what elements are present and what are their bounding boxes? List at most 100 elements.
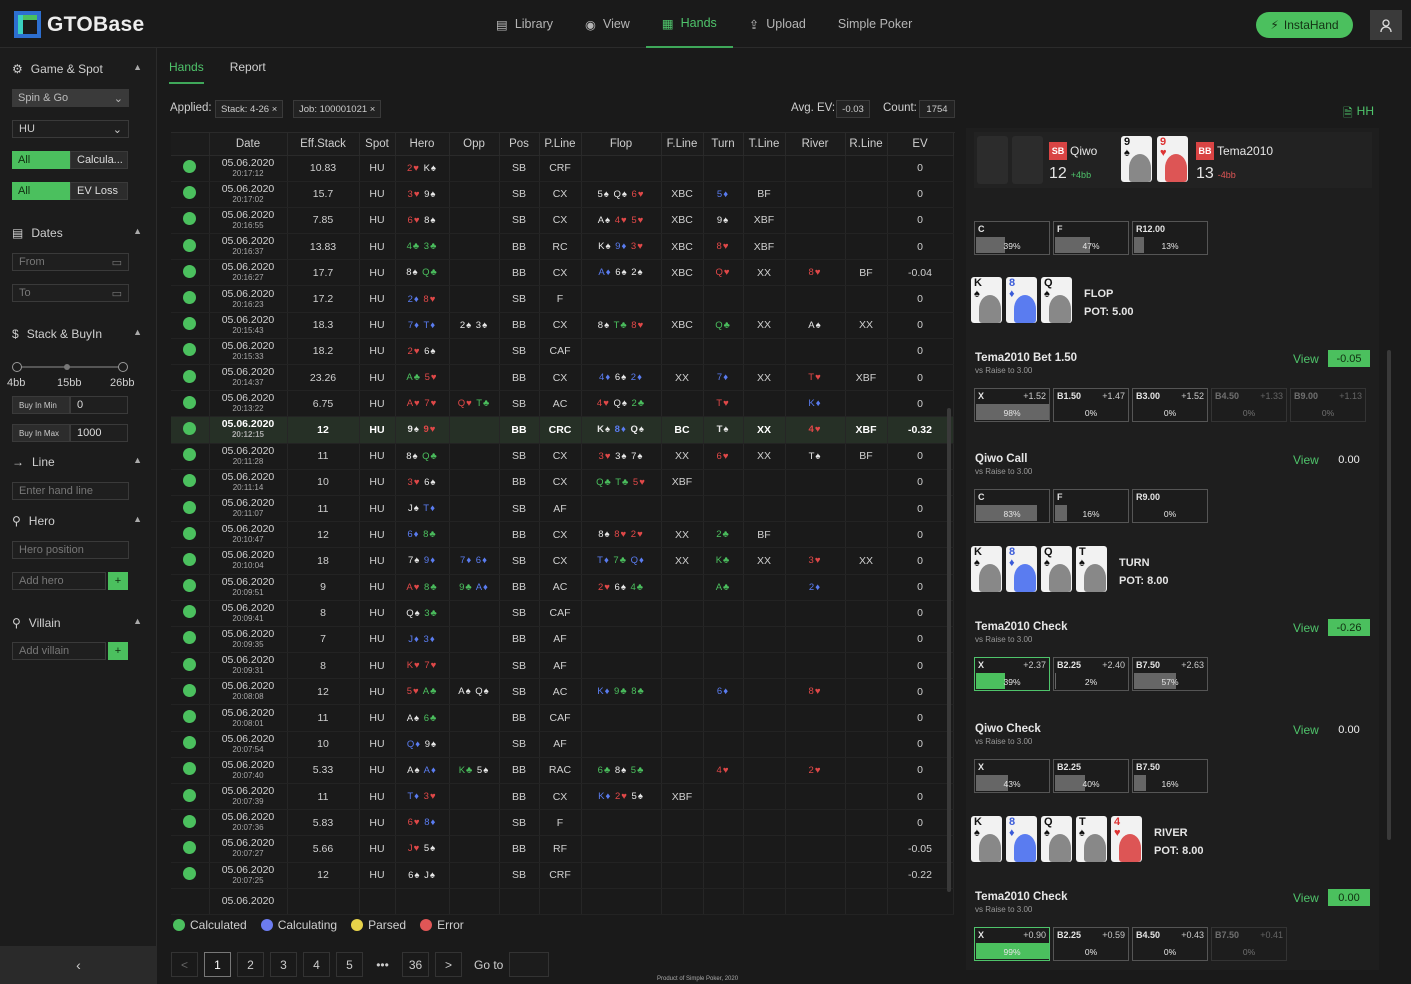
action-option[interactable]: B1.50 +1.47 0% bbox=[1053, 388, 1129, 422]
col-header[interactable]: River bbox=[785, 133, 846, 156]
nav-upload[interactable]: ⇪ Upload bbox=[733, 0, 822, 48]
status-all-toggle[interactable]: All bbox=[12, 151, 70, 169]
page-button[interactable]: 4 bbox=[303, 952, 330, 977]
action-option[interactable]: B7.50 +0.41 0% bbox=[1211, 927, 1287, 961]
action-option[interactable]: X +1.52 98% bbox=[974, 388, 1050, 422]
action-option[interactable]: B4.50 +1.33 0% bbox=[1211, 388, 1287, 422]
collapse-sidebar-button[interactable]: ‹ bbox=[0, 946, 157, 984]
table-scrollbar[interactable] bbox=[947, 408, 951, 892]
col-header[interactable]: Opp bbox=[449, 133, 500, 156]
prev-page-button[interactable]: < bbox=[171, 952, 198, 977]
section-villain[interactable]: ⚲ Villain ▲ bbox=[12, 616, 142, 630]
format-select[interactable]: HU ⌄ bbox=[12, 120, 129, 138]
ev-loss-toggle[interactable]: EV Loss bbox=[70, 182, 128, 200]
view-link[interactable]: View bbox=[1293, 621, 1319, 635]
action-option[interactable]: B2.25 +2.40 2% bbox=[1053, 657, 1129, 691]
hh-button[interactable]: 🗎 HH bbox=[1343, 104, 1374, 125]
nav-view[interactable]: ◉ View bbox=[569, 0, 646, 48]
page-button[interactable]: 3 bbox=[270, 952, 297, 977]
date-from-input[interactable]: From ▭ bbox=[12, 253, 129, 271]
tab-report[interactable]: Report bbox=[229, 60, 266, 74]
action-option[interactable]: B9.00 +1.13 0% bbox=[1290, 388, 1366, 422]
add-villain-button[interactable]: + bbox=[108, 642, 128, 660]
col-header[interactable]: T.Line bbox=[743, 133, 786, 156]
date-to-input[interactable]: To ▭ bbox=[12, 284, 129, 302]
filter-chip-job[interactable]: Job: 100001021 × bbox=[293, 100, 382, 118]
view-link[interactable]: View bbox=[1293, 453, 1319, 467]
action-option[interactable]: B2.25 40% bbox=[1053, 759, 1129, 793]
table-row[interactable]: 05.06.2020 bbox=[171, 888, 954, 915]
col-header[interactable]: EV bbox=[887, 133, 954, 156]
nav-hands[interactable]: ▦ Hands bbox=[645, 0, 733, 48]
slider-max-handle[interactable] bbox=[118, 362, 128, 372]
user-menu-button[interactable] bbox=[1370, 10, 1402, 40]
page-button[interactable]: 36 bbox=[402, 952, 429, 977]
instahand-button[interactable]: ⚡ InstaHand bbox=[1256, 12, 1353, 38]
game-select[interactable]: Spin & Go ⌄ bbox=[12, 89, 129, 107]
hero-position-input[interactable]: Hero position bbox=[12, 541, 129, 559]
buyin-min-input[interactable]: 0 bbox=[70, 396, 128, 414]
panel-scrollbar[interactable] bbox=[1387, 350, 1391, 840]
section-line[interactable]: → Line ▲ bbox=[12, 455, 142, 469]
col-header[interactable]: Spot bbox=[359, 133, 396, 156]
add-hero-button[interactable]: + bbox=[108, 572, 128, 590]
action-option[interactable]: F 47% bbox=[1053, 221, 1129, 255]
status-calculated-toggle[interactable]: Calcula... bbox=[70, 151, 128, 169]
col-header[interactable]: Eff.Stack bbox=[287, 133, 360, 156]
hand-line-input[interactable]: Enter hand line bbox=[12, 482, 129, 500]
filter-chip-stack[interactable]: Stack: 4-26 × bbox=[215, 100, 284, 118]
col-header[interactable]: Hero bbox=[395, 133, 450, 156]
nav-library[interactable]: ▤ Library bbox=[480, 0, 569, 48]
col-header[interactable] bbox=[171, 133, 210, 156]
col-header[interactable]: Flop bbox=[581, 133, 662, 156]
slider-min-handle[interactable] bbox=[12, 362, 22, 372]
col-header[interactable]: Pos bbox=[499, 133, 540, 156]
action-option[interactable]: R9.00 0% bbox=[1132, 489, 1208, 523]
ev-all-toggle[interactable]: All bbox=[12, 182, 70, 200]
action-option[interactable]: X 43% bbox=[974, 759, 1050, 793]
action-option[interactable]: B4.50 +0.43 0% bbox=[1132, 927, 1208, 961]
page-ellipsis[interactable]: ••• bbox=[376, 957, 389, 972]
nav-simple-poker[interactable]: Simple Poker bbox=[822, 0, 928, 48]
action-option[interactable]: B2.25 +0.59 0% bbox=[1053, 927, 1129, 961]
section-dates[interactable]: ▤ Dates ▲ bbox=[12, 226, 142, 240]
action-option[interactable]: C 39% bbox=[974, 221, 1050, 255]
col-header[interactable]: Date bbox=[209, 133, 288, 156]
buyin-max-input[interactable]: 1000 bbox=[70, 424, 128, 442]
action-option[interactable]: X +0.90 99% bbox=[974, 927, 1050, 961]
section-stack-buyin[interactable]: $ Stack & BuyIn ▲ bbox=[12, 327, 142, 341]
logo[interactable]: GTOBase bbox=[14, 11, 144, 38]
view-link[interactable]: View bbox=[1293, 891, 1319, 905]
page-button[interactable]: 2 bbox=[237, 952, 264, 977]
tab-hands[interactable]: Hands bbox=[169, 60, 204, 84]
page-button[interactable]: 1 bbox=[204, 952, 231, 977]
col-header[interactable]: Turn bbox=[703, 133, 744, 156]
add-hero-input[interactable]: Add hero bbox=[12, 572, 106, 590]
action-option[interactable]: C 83% bbox=[974, 489, 1050, 523]
view-link[interactable]: View bbox=[1293, 352, 1319, 366]
section-game-spot[interactable]: ⚙ Game & Spot ▲ bbox=[12, 62, 142, 76]
